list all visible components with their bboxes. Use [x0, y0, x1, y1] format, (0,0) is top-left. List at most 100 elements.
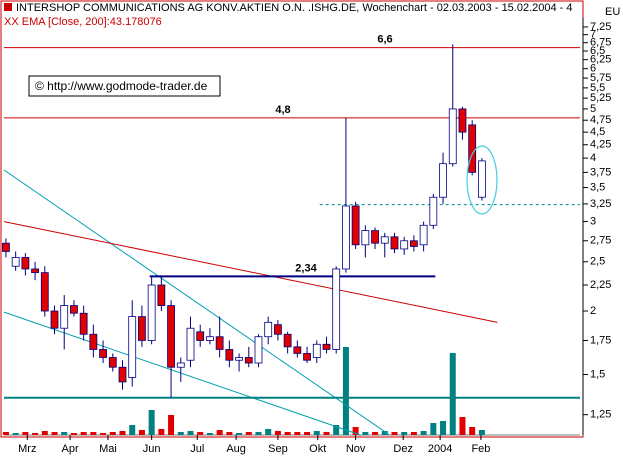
y-tick-label: 2,5	[590, 256, 605, 268]
candle-body	[312, 343, 321, 358]
volume-bar	[2, 432, 9, 435]
volume-bar	[187, 431, 194, 435]
volume-bar	[381, 431, 388, 435]
volume-bar	[313, 431, 320, 435]
candle-body	[99, 349, 107, 358]
candle-body	[458, 108, 467, 133]
watermark-box	[28, 75, 221, 97]
candle-body	[439, 163, 447, 198]
candle-body	[390, 236, 399, 250]
candle-body	[264, 321, 273, 338]
x-tick-label: Mrz	[18, 443, 36, 455]
volume-bar	[119, 431, 126, 435]
line-label: 4,8	[275, 104, 290, 116]
y-tick-label: 2,25	[590, 279, 611, 291]
volume-bar	[197, 432, 204, 435]
volume-bar	[323, 432, 330, 435]
volume-bar	[372, 432, 379, 435]
candle-body	[60, 305, 69, 329]
plot-area: 7,2576,756,56,2565,755,55,2554,754,54,25…	[2, 18, 611, 455]
candle-body	[303, 353, 311, 361]
candle-body	[380, 236, 389, 244]
highlight-ellipse	[466, 145, 498, 215]
candle-body	[50, 310, 59, 329]
y-tick-label: 4,5	[590, 126, 605, 138]
volume-bar	[236, 433, 243, 435]
y-tick-label: 3,5	[590, 181, 605, 193]
trend-line	[3, 311, 361, 436]
volume-bar	[138, 430, 145, 435]
volume-bar	[41, 431, 48, 435]
volume-bar	[245, 432, 252, 435]
title-icon	[4, 3, 12, 11]
candle-body	[342, 205, 350, 270]
candle-body	[206, 336, 214, 341]
volume-bar	[284, 432, 291, 435]
y-tick-label: 7,25	[590, 21, 611, 33]
volume-bar	[61, 432, 68, 435]
y-tick-label: 6,25	[590, 54, 611, 66]
y-tick-label: 5,75	[590, 72, 611, 84]
candle-body	[118, 366, 127, 383]
candle-body	[157, 284, 166, 306]
volume-bar	[90, 432, 97, 435]
trend-line	[3, 169, 390, 436]
candle-body	[283, 333, 292, 348]
trend-line	[3, 221, 498, 323]
volume-bar	[440, 421, 447, 435]
candle-body	[89, 333, 98, 350]
candle-body	[108, 357, 117, 368]
candle-body	[322, 343, 331, 350]
volume-bar	[391, 432, 398, 435]
candle-body	[332, 268, 341, 350]
candle-body	[371, 230, 379, 244]
y-tick-label: 3	[590, 215, 596, 227]
candle-body	[361, 230, 370, 246]
x-tick-label: Nov	[346, 443, 366, 455]
candle-body	[274, 324, 282, 335]
volume-bar	[226, 432, 233, 435]
candle-body	[448, 108, 457, 165]
x-tick-label: Okt	[309, 443, 326, 455]
y-tick-label: 5,5	[590, 82, 605, 94]
volume-bar	[51, 432, 58, 435]
y-tick-label: 3,25	[590, 198, 611, 210]
volume-bar	[70, 433, 77, 435]
y-tick-label: 1,5	[590, 368, 605, 380]
candle-body	[293, 346, 302, 354]
volume-bar	[401, 432, 408, 435]
chart-title: INTERSHOP COMMUNICATIONS AG KONV.AKTIEN …	[16, 2, 573, 14]
y-tick-label: 3,75	[590, 166, 611, 178]
candle-body	[40, 272, 49, 312]
candle-body	[410, 240, 418, 247]
volume-bar	[352, 427, 359, 435]
candle-body	[128, 316, 137, 378]
y-tick-label: 6,75	[590, 37, 611, 49]
candle-body	[419, 224, 428, 246]
candle-body	[31, 268, 39, 274]
x-tick-label: Jun	[143, 443, 161, 455]
x-tick-label: Dez	[393, 443, 413, 455]
y-tick-label: 6,5	[590, 45, 605, 57]
volume-bar	[469, 427, 476, 435]
volume-bar	[32, 433, 39, 435]
candle-body	[477, 160, 486, 198]
candle-body	[196, 331, 205, 341]
candle-body	[176, 362, 185, 368]
candle-body	[70, 305, 78, 314]
volume-bar	[129, 425, 136, 435]
volume-bar	[22, 432, 29, 435]
candle-body	[244, 357, 253, 364]
volume-bar	[109, 432, 116, 435]
volume-bar	[168, 415, 175, 435]
x-tick-label: Jul	[190, 443, 204, 455]
candle-body	[429, 196, 438, 226]
y-tick-label: 1,75	[590, 334, 611, 346]
volume-bar	[342, 347, 349, 435]
candle-body	[2, 242, 10, 252]
y-tick-label: 7	[590, 29, 596, 41]
y-tick-label: 4,75	[590, 114, 611, 126]
y-tick-label: 6	[590, 63, 596, 75]
y-tick-label: 4	[590, 152, 596, 164]
